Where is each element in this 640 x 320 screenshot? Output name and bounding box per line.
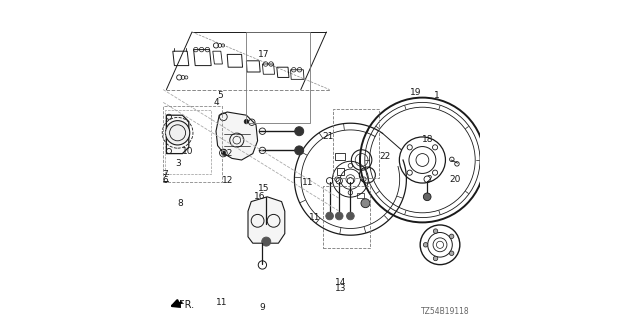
Text: 2: 2: [426, 175, 432, 184]
Circle shape: [449, 234, 454, 239]
Polygon shape: [216, 112, 258, 160]
Circle shape: [361, 199, 370, 208]
Polygon shape: [248, 197, 285, 243]
Circle shape: [262, 237, 271, 246]
Text: 12: 12: [222, 149, 233, 158]
Text: 19: 19: [410, 88, 421, 97]
Text: 1: 1: [434, 92, 439, 100]
Text: FR.: FR.: [179, 300, 195, 310]
Text: 7: 7: [163, 170, 168, 179]
Text: 10: 10: [182, 147, 193, 156]
Circle shape: [294, 127, 304, 136]
Text: 11: 11: [309, 213, 320, 222]
Text: 13: 13: [335, 284, 347, 293]
Circle shape: [335, 212, 343, 220]
Text: 3: 3: [175, 159, 181, 168]
Text: 11: 11: [216, 298, 227, 307]
Circle shape: [424, 193, 431, 201]
Text: 8: 8: [177, 199, 182, 208]
Circle shape: [433, 229, 438, 233]
Text: 11: 11: [302, 178, 314, 187]
Circle shape: [294, 146, 304, 155]
Circle shape: [423, 243, 428, 247]
Text: TZ54B19118: TZ54B19118: [420, 307, 469, 316]
Text: 20: 20: [450, 175, 461, 184]
Text: 21: 21: [323, 132, 334, 141]
Circle shape: [347, 212, 355, 220]
Circle shape: [244, 119, 249, 124]
Circle shape: [165, 121, 189, 145]
Text: 14: 14: [335, 278, 347, 287]
Text: 16: 16: [253, 192, 265, 201]
Text: 22: 22: [380, 152, 390, 161]
Text: 9: 9: [259, 303, 265, 312]
Text: 5: 5: [217, 92, 223, 100]
Polygon shape: [166, 115, 189, 154]
Circle shape: [221, 151, 225, 155]
Circle shape: [326, 212, 333, 220]
FancyArrowPatch shape: [172, 300, 181, 307]
Text: 18: 18: [422, 135, 433, 144]
Text: 4: 4: [214, 98, 220, 107]
Circle shape: [449, 251, 454, 255]
Text: 17: 17: [258, 50, 269, 59]
Circle shape: [433, 256, 438, 261]
Text: 15: 15: [258, 184, 269, 193]
Text: 6: 6: [163, 176, 168, 185]
Text: 12: 12: [223, 176, 234, 185]
